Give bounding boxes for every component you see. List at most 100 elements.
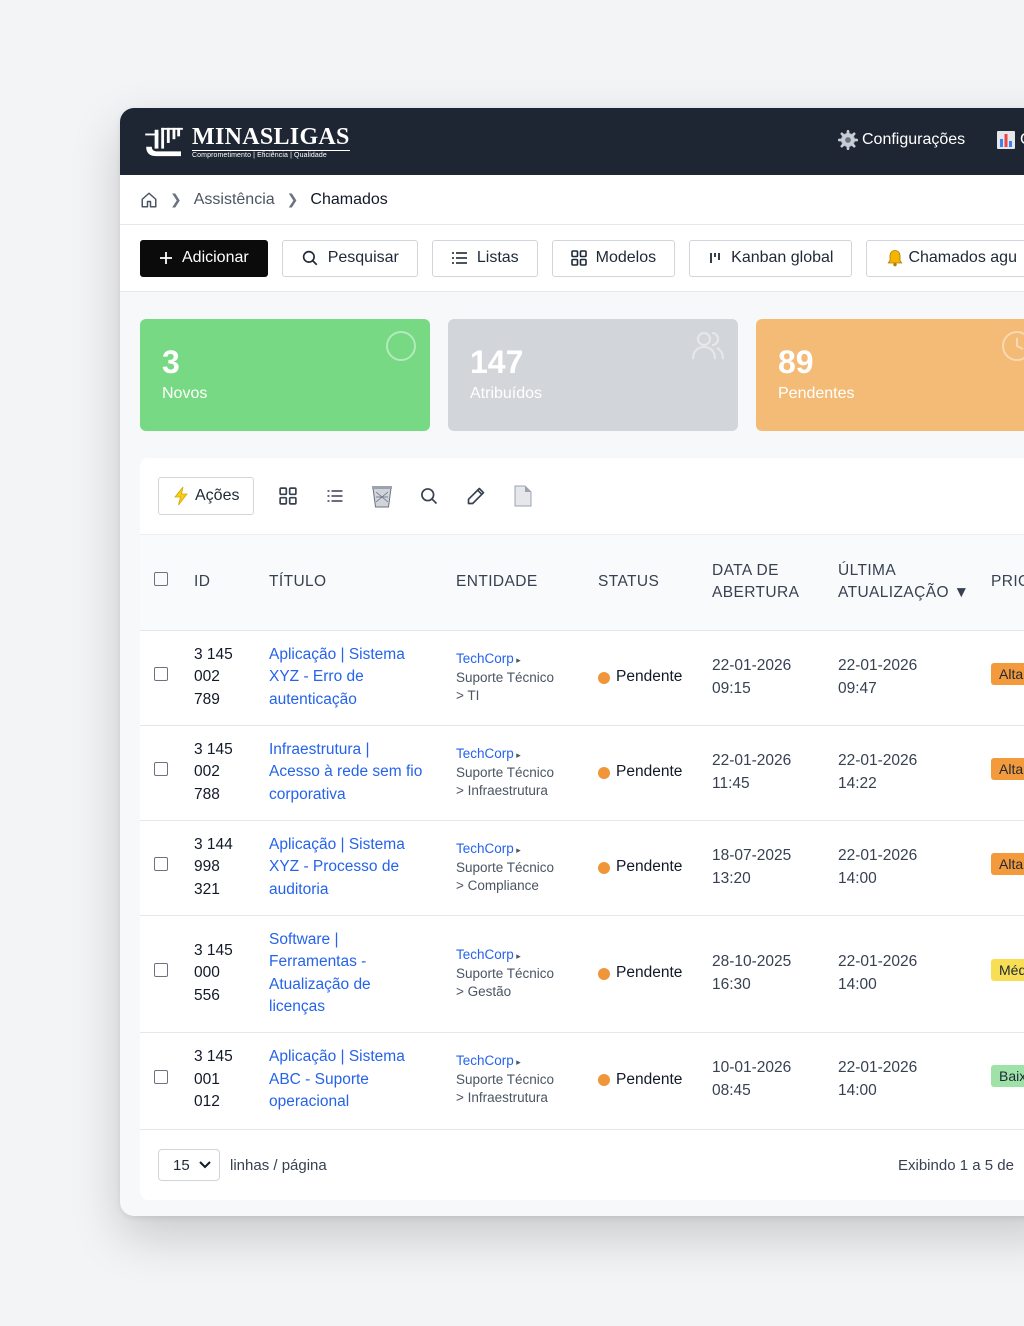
actions-button[interactable]: Ações	[158, 477, 255, 515]
minasligas-logo-icon	[145, 127, 183, 156]
ticket-title-link[interactable]: Aplicação | Sistema XYZ - Erro de autentic…	[269, 629, 456, 725]
status-badge: Pendente	[598, 1069, 712, 1092]
users-icon	[692, 332, 724, 360]
chevron-right-icon: ❯	[286, 191, 299, 207]
ticket-entity: TechCorp Suporte Técnico > Infraestrutura	[456, 724, 598, 820]
ticket-id-line: 012	[194, 1093, 220, 1110]
card-pendentes[interactable]: 89 Pendentes	[756, 319, 1024, 431]
updated-date-line: 22-01-2026	[838, 1059, 918, 1077]
ticket-id-line: 789	[194, 690, 220, 708]
document-icon	[514, 485, 532, 507]
updated-date-line: 14:22	[838, 774, 877, 792]
actions-label: Ações	[195, 487, 240, 504]
entity-corp-link[interactable]: TechCorp	[456, 841, 521, 856]
row-checkbox[interactable]	[154, 762, 168, 777]
top-bar: MINASLIGAS Comprometimento | Eficiência …	[120, 108, 1024, 175]
table-row[interactable]: 3 145 000 556 Software | Ferramentas - Atuali…	[140, 914, 1024, 1032]
home-icon[interactable]	[140, 191, 158, 209]
trash-button[interactable]	[368, 483, 395, 510]
trash-icon	[371, 486, 392, 508]
header-id[interactable]: ID	[194, 573, 211, 591]
entity-corp-link[interactable]: TechCorp	[456, 1053, 521, 1068]
opened-date-line: 18-07-2025	[712, 847, 792, 864]
brand-logo[interactable]: MINASLIGAS Comprometimento | Eficiência …	[142, 125, 350, 159]
entity-corp-link[interactable]: TechCorp	[456, 651, 521, 666]
ticket-title-link[interactable]: Aplicação | Sistema ABC - Suporte operacio…	[269, 1031, 456, 1127]
opened-date: 22-01-2026 11:45	[712, 724, 838, 820]
stat-cards: 3 Novos 147 Atribuídos 89 Pendentes	[140, 319, 1024, 431]
kanban-icon	[710, 253, 721, 263]
reports-label: C	[1020, 131, 1024, 149]
export-button[interactable]	[509, 483, 536, 510]
ticket-id: 3 144 998 321	[194, 819, 269, 915]
kanban-button[interactable]: Kanban global	[689, 239, 853, 277]
search-icon	[421, 488, 438, 505]
card-novos[interactable]: 3 Novos	[140, 319, 430, 431]
ticket-title-link[interactable]: Software | Ferramentas - Atualização de lic…	[269, 914, 456, 1032]
pending-tickets-button[interactable]: Chamados agu	[866, 239, 1024, 277]
updated-date-line: 14:00	[838, 975, 877, 993]
table-row[interactable]: 3 145 002 789 Aplicação | Sistema XYZ - Erro…	[140, 629, 1024, 725]
ticket-id: 3 145 000 556	[194, 914, 269, 1032]
settings-label: Configurações	[862, 131, 966, 148]
ticket-id-line: 321	[194, 880, 220, 898]
search-tool-button[interactable]	[415, 483, 442, 510]
ticket-title-line: Acesso à rede sem fio	[269, 763, 423, 781]
header-updated[interactable]: ÚLTIMA ATUALIZAÇÃO ▼	[838, 535, 991, 630]
search-button[interactable]: Pesquisar	[281, 239, 418, 277]
brand-tagline: Comprometimento | Eficiência | Qualidade	[192, 149, 350, 159]
header-priority[interactable]: PRIO	[991, 573, 1024, 591]
list-icon	[327, 490, 343, 502]
ticket-entity: TechCorp Suporte Técnico > TI	[456, 629, 598, 725]
row-checkbox[interactable]	[154, 857, 168, 872]
ticket-id: 3 145 002 789	[194, 629, 269, 725]
table-footer: 15 linhas / página Exibindo 1 a 5 de	[140, 1129, 1024, 1200]
status-badge: Pendente	[598, 666, 712, 689]
entity-path-line: > Gestão	[456, 984, 512, 999]
status-text: Pendente	[616, 763, 683, 781]
ticket-title-link[interactable]: Infraestrutura | Acesso à rede sem fio cor…	[269, 724, 456, 820]
status-badge: Pendente	[598, 962, 712, 985]
breadcrumb: ❯ Assistência ❯ Chamados	[120, 175, 1024, 225]
priority-badge: Alta	[991, 852, 1024, 875]
card-atribuidos[interactable]: 147 Atribuídos	[448, 319, 738, 431]
ticket-title-link[interactable]: Aplicação | Sistema XYZ - Processo de audi…	[269, 819, 456, 915]
edit-button[interactable]	[462, 483, 489, 510]
plus-icon	[160, 252, 172, 264]
header-status[interactable]: STATUS	[598, 573, 660, 591]
entity-corp-link[interactable]: TechCorp	[456, 947, 521, 962]
header-opened-line2: ABERTURA	[712, 584, 800, 602]
top-menu-reports[interactable]: C	[996, 130, 1024, 150]
entity-path-line: > Infraestrutura	[456, 1090, 548, 1106]
row-checkbox[interactable]	[154, 1069, 168, 1084]
grid-view-button[interactable]	[274, 483, 301, 510]
opened-date-line: 13:20	[712, 869, 751, 887]
table-row[interactable]: 3 145 001 012 Aplicação | Sistema ABC - Supo…	[140, 1031, 1024, 1127]
ticket-id-line: 3 145	[194, 645, 233, 663]
lists-button[interactable]: Listas	[431, 239, 538, 277]
ticket-title-line: operacional	[269, 1093, 350, 1110]
header-entity[interactable]: ENTIDADE	[456, 573, 538, 591]
brand-name: MINASLIGAS	[192, 123, 350, 150]
header-title[interactable]: TÍTULO	[269, 573, 327, 591]
table-row[interactable]: 3 144 998 321 Aplicação | Sistema XYZ - Proc…	[140, 819, 1024, 915]
circle-icon	[386, 331, 416, 361]
breadcrumb-assistencia[interactable]: Assistência	[193, 190, 275, 208]
row-checkbox[interactable]	[154, 667, 168, 682]
updated-date-line: 22-01-2026	[838, 847, 918, 864]
ticket-id-line: 788	[194, 785, 220, 803]
ticket-id-line: 998	[194, 858, 220, 876]
add-button[interactable]: Adicionar	[140, 239, 268, 277]
page-size-select[interactable]: 15	[158, 1149, 220, 1181]
top-menu-settings[interactable]: Configurações	[838, 130, 965, 150]
header-opened[interactable]: DATA DE ABERTURA	[712, 535, 838, 630]
row-checkbox[interactable]	[154, 963, 168, 978]
list-view-button[interactable]	[321, 483, 348, 510]
entity-corp-link[interactable]: TechCorp	[456, 746, 521, 761]
select-all-checkbox[interactable]	[154, 572, 168, 587]
models-button[interactable]: Modelos	[551, 239, 676, 277]
main-toolbar: Adicionar Pesquisar Listas Modelos Kanba…	[120, 225, 1024, 292]
status-dot-icon	[598, 671, 610, 684]
card-label: Pendentes	[778, 385, 855, 402]
table-row[interactable]: 3 145 002 788 Infraestrutura | Acesso à rede…	[140, 724, 1024, 820]
